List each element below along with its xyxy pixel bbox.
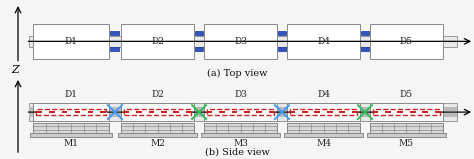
Bar: [29, 107, 457, 111]
Bar: [29, 113, 457, 117]
Bar: [204, 122, 277, 133]
Bar: [370, 122, 443, 133]
Bar: [201, 133, 280, 136]
Text: D1: D1: [64, 90, 78, 100]
Bar: [121, 122, 194, 133]
Bar: [173, 111, 179, 113]
Bar: [367, 133, 446, 136]
Bar: [385, 111, 391, 113]
Text: M5: M5: [399, 139, 414, 148]
Text: (a) Top view: (a) Top view: [207, 69, 267, 79]
Bar: [124, 109, 191, 115]
Bar: [62, 111, 67, 113]
Text: M1: M1: [64, 139, 79, 148]
Text: D1: D1: [64, 37, 78, 46]
Bar: [373, 109, 440, 115]
Bar: [370, 24, 443, 59]
Bar: [231, 111, 237, 113]
Bar: [121, 24, 194, 59]
Bar: [269, 111, 274, 113]
Text: D5: D5: [400, 37, 413, 46]
Bar: [100, 111, 106, 113]
Bar: [161, 111, 167, 113]
Bar: [339, 111, 345, 113]
Bar: [88, 111, 93, 113]
Text: D4: D4: [317, 37, 330, 46]
Text: D2: D2: [151, 90, 164, 100]
Bar: [278, 47, 286, 51]
Bar: [207, 111, 212, 113]
Text: D2: D2: [151, 37, 164, 46]
Bar: [361, 31, 369, 35]
Bar: [30, 133, 112, 136]
Bar: [186, 111, 191, 113]
Bar: [314, 111, 320, 113]
Bar: [195, 47, 203, 51]
Bar: [75, 111, 81, 113]
Bar: [33, 103, 109, 121]
Bar: [136, 111, 142, 113]
Text: M3: M3: [233, 139, 248, 148]
Bar: [204, 103, 277, 121]
Bar: [244, 111, 250, 113]
Text: Z: Z: [12, 65, 19, 75]
Bar: [36, 109, 106, 115]
Bar: [49, 111, 55, 113]
Bar: [422, 111, 428, 113]
Text: Y: Y: [12, 0, 19, 1]
Bar: [327, 111, 333, 113]
Bar: [370, 103, 443, 121]
Bar: [148, 111, 154, 113]
Bar: [204, 24, 277, 59]
Bar: [290, 111, 295, 113]
Bar: [435, 111, 440, 113]
Bar: [278, 31, 286, 35]
Bar: [29, 103, 457, 121]
Bar: [207, 109, 274, 115]
Text: (b) Side view: (b) Side view: [205, 147, 269, 156]
Bar: [302, 111, 308, 113]
Bar: [256, 111, 262, 113]
Bar: [287, 24, 360, 59]
Bar: [124, 111, 129, 113]
Bar: [121, 103, 194, 121]
Bar: [352, 111, 357, 113]
Bar: [118, 133, 197, 136]
Bar: [33, 122, 109, 133]
Bar: [284, 133, 363, 136]
Bar: [36, 111, 42, 113]
Bar: [110, 47, 119, 51]
Bar: [33, 24, 109, 59]
Bar: [110, 31, 119, 35]
Text: D4: D4: [317, 90, 330, 100]
Bar: [397, 111, 403, 113]
Bar: [287, 122, 360, 133]
Text: M2: M2: [150, 139, 165, 148]
Bar: [410, 111, 416, 113]
Bar: [290, 109, 357, 115]
Bar: [29, 36, 457, 47]
Text: D3: D3: [234, 37, 247, 46]
Bar: [361, 47, 369, 51]
Text: D5: D5: [400, 90, 413, 100]
Text: M4: M4: [316, 139, 331, 148]
Text: D3: D3: [234, 90, 247, 100]
Bar: [219, 111, 225, 113]
Bar: [195, 31, 203, 35]
Bar: [287, 103, 360, 121]
Bar: [373, 111, 378, 113]
